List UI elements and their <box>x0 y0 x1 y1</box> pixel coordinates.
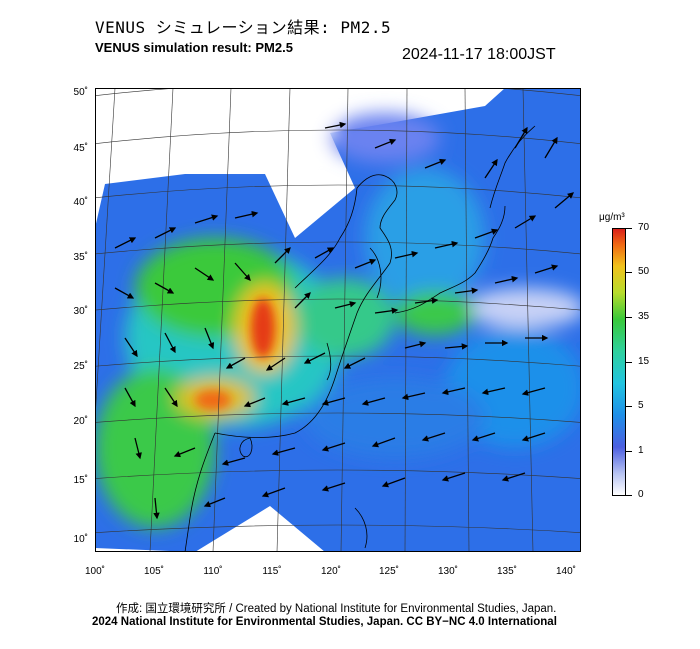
colorbar-label-15: 15 <box>638 356 650 367</box>
pm25-map <box>95 88 581 552</box>
lon-label-135: 135˚ <box>496 566 517 577</box>
title-english: VENUS simulation result: PM2.5 <box>95 40 293 55</box>
lon-label-105: 105˚ <box>143 566 164 577</box>
graticule <box>95 88 581 552</box>
colorbar-label-1: 1 <box>638 445 644 456</box>
credit-line: 作成: 国立環境研究所 / Created by National Instit… <box>116 603 557 615</box>
lat-label-50: 50˚ <box>73 87 88 98</box>
colorbar-tick <box>626 495 632 496</box>
colorbar-tick <box>626 272 632 273</box>
colorbar-label-5: 5 <box>638 400 644 411</box>
colorbar-tick <box>626 406 632 407</box>
lon-label-130: 130˚ <box>437 566 458 577</box>
lat-label-20: 20˚ <box>73 416 88 427</box>
lat-label-10: 10˚ <box>73 534 88 545</box>
lat-label-15: 15˚ <box>73 475 88 486</box>
pm25-field-svg <box>95 88 581 552</box>
colorbar-label-70: 70 <box>638 222 650 233</box>
lon-label-100: 100˚ <box>84 566 105 577</box>
timestamp: 2024-11-17 18:00JST <box>402 46 556 63</box>
lon-label-125: 125˚ <box>378 566 399 577</box>
colorbar-label-0: 0 <box>638 489 644 500</box>
colorbar-label-35: 35 <box>638 311 650 322</box>
colorbar-label-50: 50 <box>638 266 650 277</box>
lat-label-45: 45˚ <box>73 143 88 154</box>
lon-label-115: 115˚ <box>262 566 282 577</box>
lon-label-110: 110˚ <box>203 566 223 577</box>
lat-label-35: 35˚ <box>73 252 88 263</box>
lon-label-140: 140˚ <box>555 566 576 577</box>
lon-label-120: 120˚ <box>320 566 341 577</box>
lat-label-25: 25˚ <box>73 361 88 372</box>
lat-label-40: 40˚ <box>73 197 88 208</box>
colorbar-tick <box>626 228 632 229</box>
copyright-line: 2024 National Institute for Environmenta… <box>92 616 557 628</box>
colorbar-unit: μg/m³ <box>599 212 625 223</box>
coastlines <box>184 125 536 552</box>
lat-label-30: 30˚ <box>73 306 88 317</box>
colorbar-tick <box>626 362 632 363</box>
colorbar <box>612 228 626 496</box>
wind-vectors <box>114 121 574 520</box>
title-japanese: VENUS シミュレーション結果: PM2.5 <box>95 18 392 37</box>
colorbar-tick <box>626 317 632 318</box>
colorbar-tick <box>626 451 632 452</box>
